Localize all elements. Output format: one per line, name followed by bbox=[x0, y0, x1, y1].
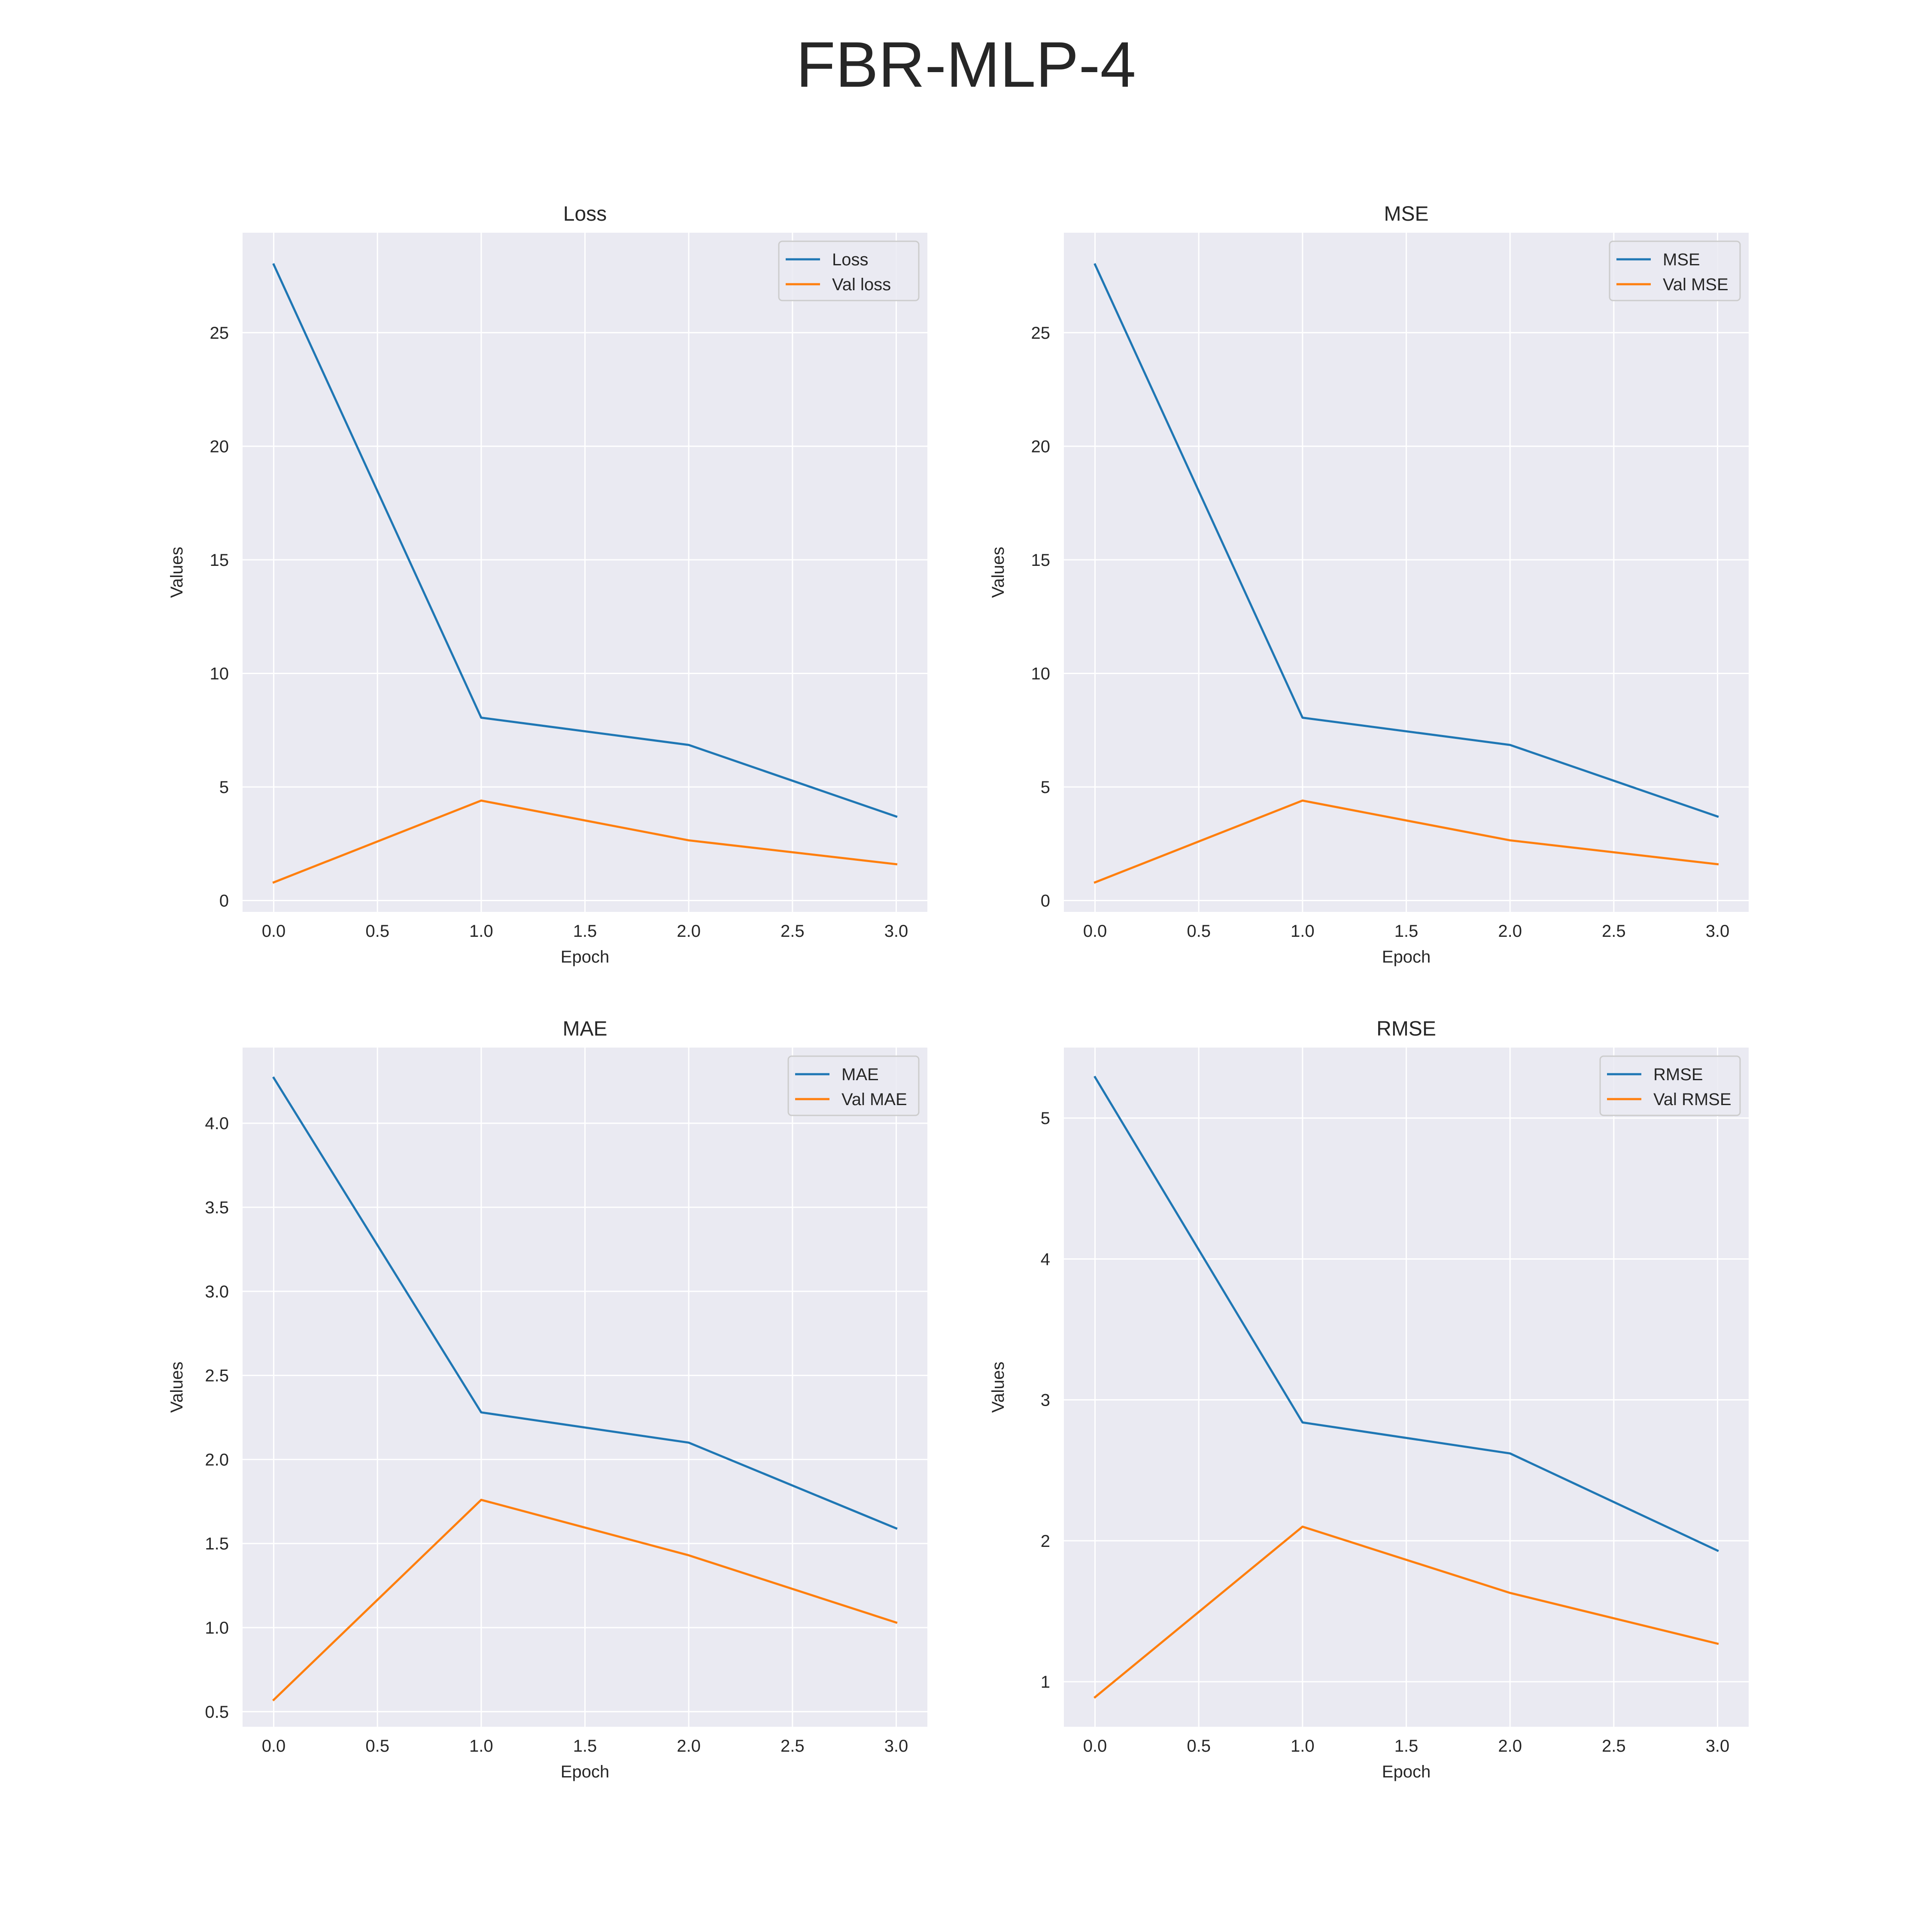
subplot-title: RMSE bbox=[1376, 1018, 1436, 1040]
series-line-val-loss bbox=[272, 799, 898, 884]
x-tick-label: 0.5 bbox=[1187, 922, 1211, 941]
legend-entry: Val MSE bbox=[1663, 275, 1728, 294]
legend-entry: Val MAE bbox=[841, 1090, 907, 1109]
y-tick-label: 3.0 bbox=[205, 1282, 229, 1301]
subplot-loss: 0.0 0.5 1.0 1.5 2.0 2.5 3.0 0 5 10 15 20 25 Epoch Valu… bbox=[167, 203, 927, 966]
y-tick-label: 2 bbox=[1041, 1532, 1050, 1551]
series-line-mae bbox=[272, 1076, 898, 1530]
legend: MAE Val MAE bbox=[787, 1055, 920, 1116]
y-tick-label: 1.5 bbox=[205, 1534, 229, 1553]
x-tick-label: 2.0 bbox=[1498, 1737, 1522, 1756]
x-axis-label: Epoch bbox=[561, 1762, 609, 1781]
x-tick-label: 2.0 bbox=[677, 922, 701, 941]
legend-box bbox=[1599, 1055, 1741, 1116]
x-tick-label: 1.0 bbox=[469, 922, 493, 941]
subplot-title: MAE bbox=[562, 1018, 607, 1040]
y-tick-label: 3 bbox=[1041, 1391, 1050, 1410]
x-tick-label: 1.5 bbox=[573, 922, 597, 941]
subplot-rmse: 0.0 0.5 1.0 1.5 2.0 2.5 3.0 1 2 3 4 5 Epoch Values RMS… bbox=[989, 1018, 1749, 1781]
y-tick-label: 2.0 bbox=[205, 1450, 229, 1469]
x-tick-label: 0.0 bbox=[262, 922, 286, 941]
legend-entry: Loss bbox=[832, 250, 869, 269]
y-tick-label: 4 bbox=[1041, 1250, 1050, 1269]
y-tick-label: 25 bbox=[1031, 324, 1051, 343]
legend-entry: MSE bbox=[1663, 250, 1700, 269]
y-tick-label: 10 bbox=[1031, 664, 1051, 683]
x-tick-label: 1.0 bbox=[1291, 1737, 1315, 1756]
x-tick-label: 0.0 bbox=[1083, 922, 1107, 941]
legend-box bbox=[787, 1055, 920, 1116]
x-tick-label: 0.5 bbox=[365, 922, 389, 941]
x-tick-label: 1.5 bbox=[1394, 922, 1419, 941]
x-axis-label: Epoch bbox=[561, 948, 609, 966]
x-tick-label: 0.0 bbox=[1083, 1737, 1107, 1756]
series-line-loss bbox=[272, 263, 898, 818]
y-tick-label: 5 bbox=[219, 778, 229, 797]
y-tick-label: 10 bbox=[210, 664, 229, 683]
legend-entry: Val RMSE bbox=[1653, 1090, 1732, 1109]
series-line-val-mse bbox=[1094, 799, 1719, 884]
x-axis-label: Epoch bbox=[1382, 948, 1431, 966]
y-axis-label: Values bbox=[167, 547, 186, 598]
x-tick-label: 0.5 bbox=[365, 1737, 389, 1756]
legend-entry: RMSE bbox=[1653, 1065, 1703, 1084]
legend: MSE Val MSE bbox=[1609, 240, 1741, 301]
y-tick-label: 2.5 bbox=[205, 1367, 229, 1385]
x-tick-label: 2.0 bbox=[1498, 922, 1522, 941]
y-axis-label: Values bbox=[989, 1361, 1008, 1413]
series-line-rmse bbox=[1094, 1075, 1719, 1552]
y-tick-label: 5 bbox=[1041, 778, 1050, 797]
y-tick-label: 0.5 bbox=[205, 1703, 229, 1722]
legend-entry: Val loss bbox=[832, 275, 891, 294]
x-tick-label: 2.5 bbox=[1602, 1737, 1626, 1756]
x-tick-label: 2.5 bbox=[781, 1737, 805, 1756]
series-line-val-rmse bbox=[1093, 1525, 1719, 1699]
legend-entry: MAE bbox=[841, 1065, 879, 1084]
y-tick-label: 0 bbox=[1041, 892, 1050, 911]
subplot-mse: 0.0 0.5 1.0 1.5 2.0 2.5 3.0 0 5 10 15 20 25 Epoch Valu… bbox=[989, 203, 1749, 966]
legend: Loss Val loss bbox=[778, 240, 920, 301]
x-tick-label: 0.5 bbox=[1187, 1737, 1211, 1756]
y-axis-label: Values bbox=[989, 547, 1008, 598]
x-tick-label: 1.5 bbox=[1394, 1737, 1419, 1756]
x-tick-label: 2.5 bbox=[1602, 922, 1626, 941]
x-tick-label: 0.0 bbox=[262, 1737, 286, 1756]
x-tick-label: 3.0 bbox=[1706, 922, 1730, 941]
y-tick-label: 1 bbox=[1041, 1673, 1050, 1692]
series-line-mse bbox=[1094, 263, 1719, 818]
legend-box bbox=[1609, 240, 1741, 301]
series-line-val-mae bbox=[272, 1498, 898, 1701]
x-tick-label: 3.0 bbox=[884, 922, 908, 941]
figure-title: FBR-MLP-4 bbox=[796, 28, 1136, 100]
subplot-title: MSE bbox=[1384, 203, 1428, 225]
y-tick-label: 25 bbox=[210, 324, 229, 343]
legend: RMSE Val RMSE bbox=[1599, 1055, 1741, 1116]
x-tick-label: 1.0 bbox=[1291, 922, 1315, 941]
y-tick-label: 5 bbox=[1041, 1109, 1050, 1128]
y-tick-label: 20 bbox=[210, 437, 229, 456]
x-tick-label: 3.0 bbox=[884, 1737, 908, 1756]
x-tick-label: 1.0 bbox=[469, 1737, 493, 1756]
y-tick-label: 4.0 bbox=[205, 1114, 229, 1133]
subplot-title: Loss bbox=[563, 203, 607, 225]
x-tick-label: 3.0 bbox=[1706, 1737, 1730, 1756]
y-tick-label: 15 bbox=[1031, 551, 1051, 570]
y-tick-label: 3.5 bbox=[205, 1198, 229, 1217]
x-tick-label: 2.5 bbox=[781, 922, 805, 941]
x-tick-label: 1.5 bbox=[573, 1737, 597, 1756]
subplot-mae: 0.0 0.5 1.0 1.5 2.0 2.5 3.0 0.5 1.0 1.5 2.0 2.5 3.0 3… bbox=[167, 1018, 927, 1781]
y-axis-label: Values bbox=[167, 1361, 186, 1413]
x-axis-label: Epoch bbox=[1382, 1762, 1431, 1781]
legend-box bbox=[778, 240, 920, 301]
y-tick-label: 15 bbox=[210, 551, 229, 570]
y-tick-label: 20 bbox=[1031, 437, 1051, 456]
y-tick-label: 1.0 bbox=[205, 1619, 229, 1637]
y-tick-label: 0 bbox=[219, 892, 229, 911]
x-tick-label: 2.0 bbox=[677, 1737, 701, 1756]
